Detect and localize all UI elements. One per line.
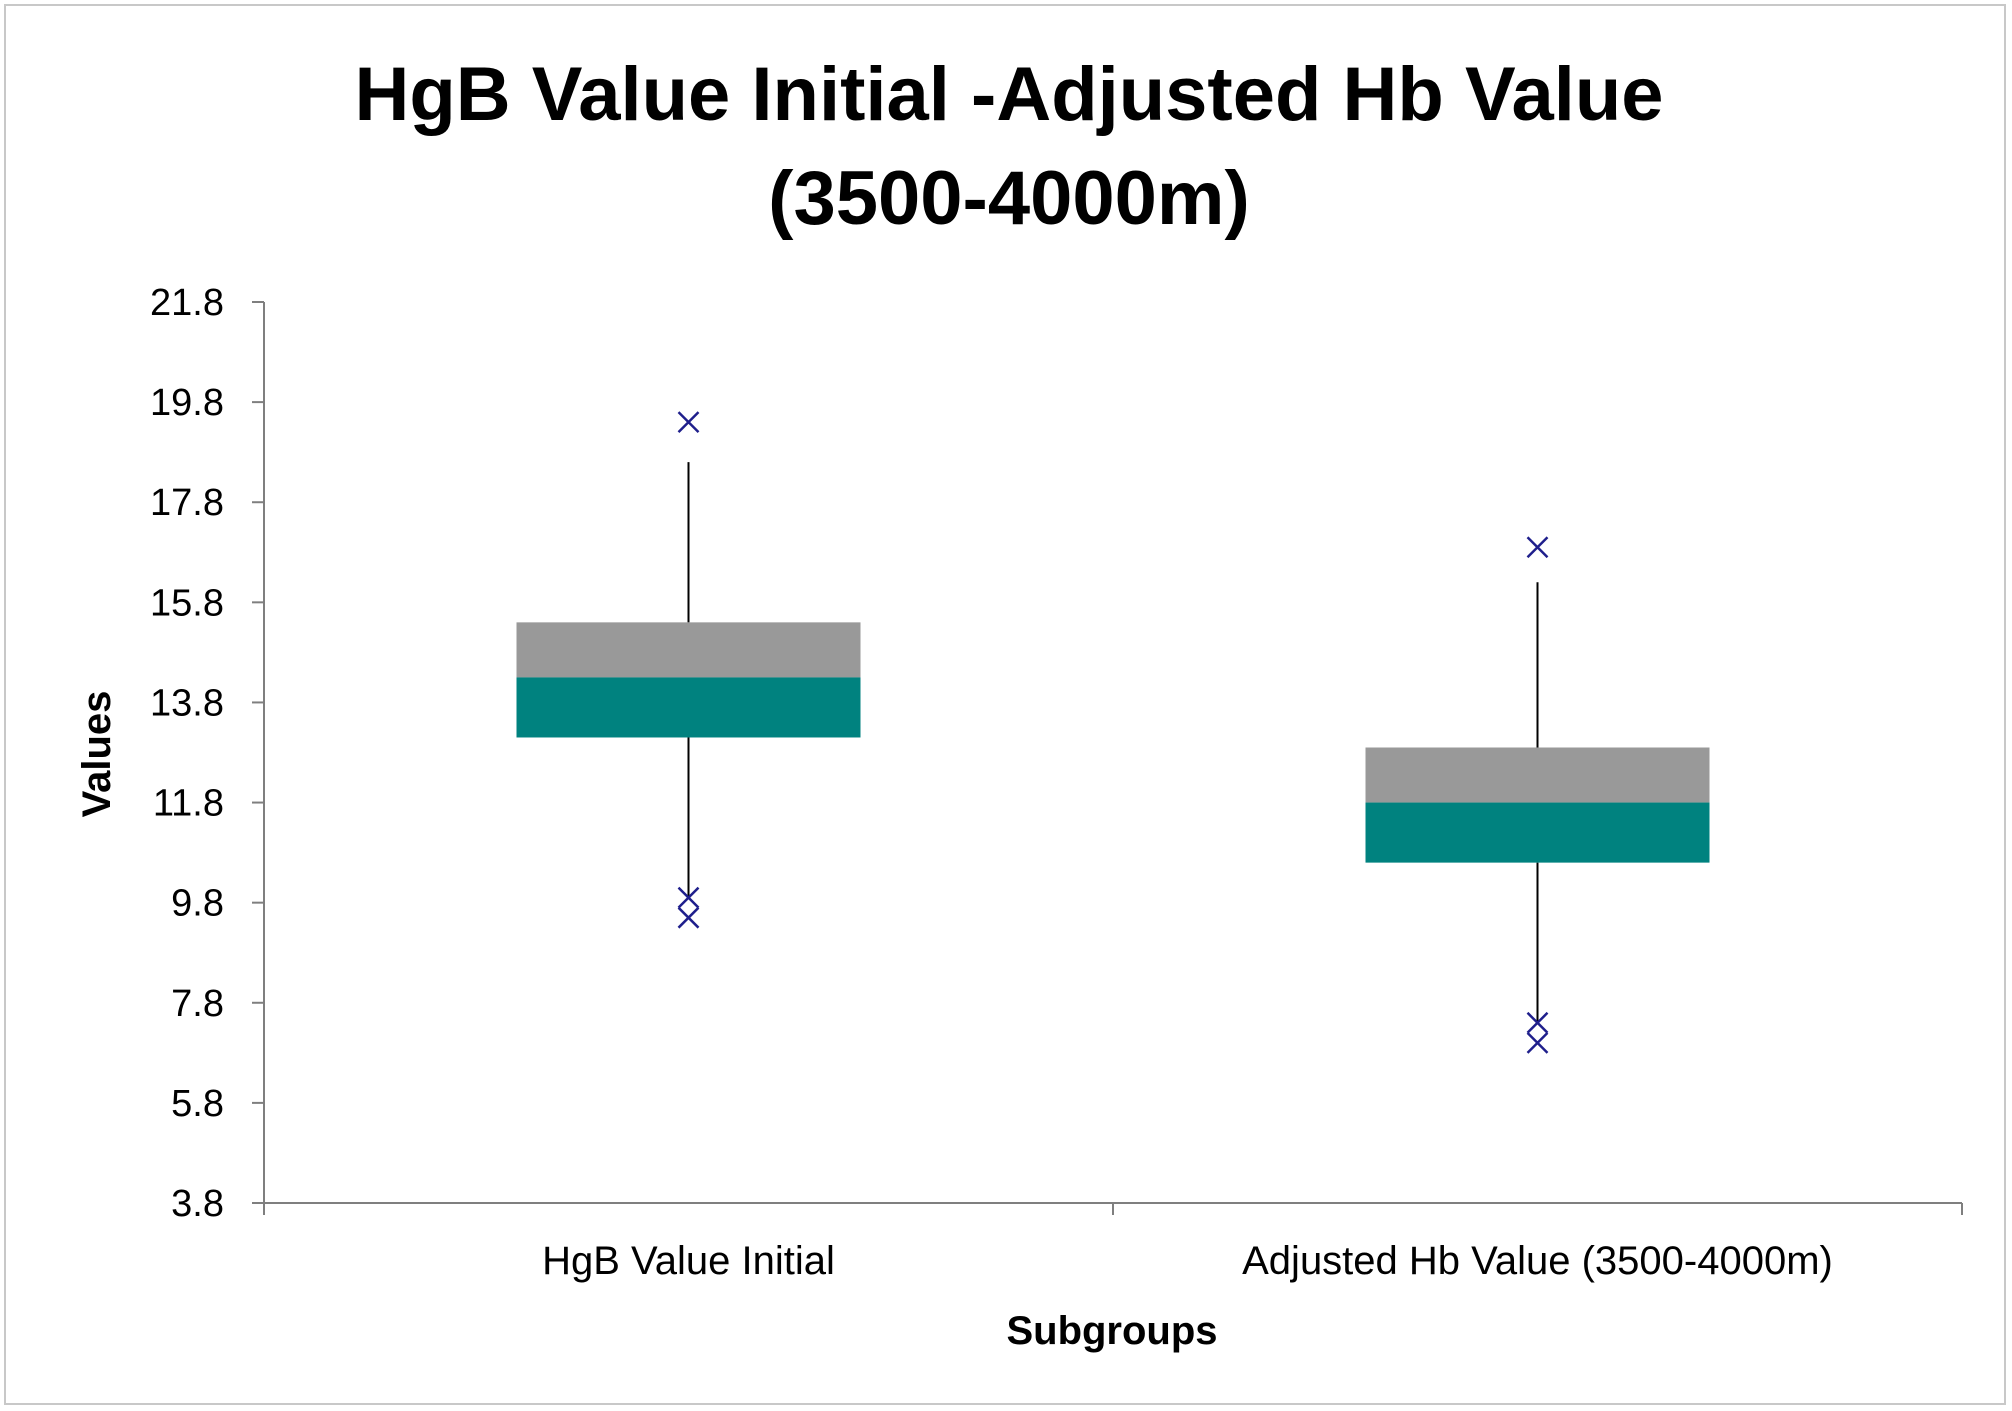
y-tick-label: 7.8 [171, 983, 224, 1025]
outlier-stroke [677, 411, 700, 434]
outlier-marker [1526, 1011, 1549, 1034]
upper-box-segment [1365, 747, 1710, 803]
chart-title-line-1: HgB Value Initial -Adjusted Hb Value [354, 52, 1663, 137]
upper-box-segment [516, 622, 861, 678]
y-tick-label: 5.8 [171, 1083, 224, 1125]
outlier-marker [677, 886, 700, 909]
y-tick-label: 13.8 [150, 682, 224, 724]
box-plot-chart: HgB Value Initial -Adjusted Hb Value (35… [75, 52, 1963, 1353]
outlier-stroke [1526, 1011, 1549, 1034]
y-tick-label: 21.8 [150, 282, 224, 324]
y-tick-label: 9.8 [171, 883, 224, 925]
x-category-label: Adjusted Hb Value (3500-4000m) [1242, 1239, 1833, 1283]
y-tick-label: 19.8 [150, 382, 224, 424]
lower-box-segment [516, 677, 861, 738]
lower-box-segment [1365, 802, 1710, 863]
outlier-marker [677, 906, 700, 929]
outlier-marker [1526, 536, 1549, 559]
y-axis-title: Values [75, 691, 119, 818]
chart-title-line-2: (3500-4000m) [768, 156, 1250, 241]
outlier-stroke [1526, 536, 1549, 559]
outlier-marker [1526, 1031, 1549, 1054]
outlier-marker [677, 411, 700, 434]
outlier-stroke [1526, 1031, 1549, 1054]
y-tick-label: 3.8 [171, 1183, 224, 1225]
y-tick-label: 15.8 [150, 582, 224, 624]
outlier-stroke [677, 886, 700, 909]
chart-frame: HgB Value Initial -Adjusted Hb Value (35… [4, 4, 2006, 1405]
y-tick-label: 11.8 [153, 783, 224, 825]
plot-area: 21.8 19.8 17.8 15.8 13.8 11.8 9.8 7.8 5.8 3.8 HgB … [150, 282, 1963, 1283]
x-axis-title: Subgroups [1006, 1309, 1217, 1353]
y-tick-label: 17.8 [150, 482, 224, 524]
outlier-stroke [677, 906, 700, 929]
x-category-label: HgB Value Initial [542, 1239, 835, 1283]
